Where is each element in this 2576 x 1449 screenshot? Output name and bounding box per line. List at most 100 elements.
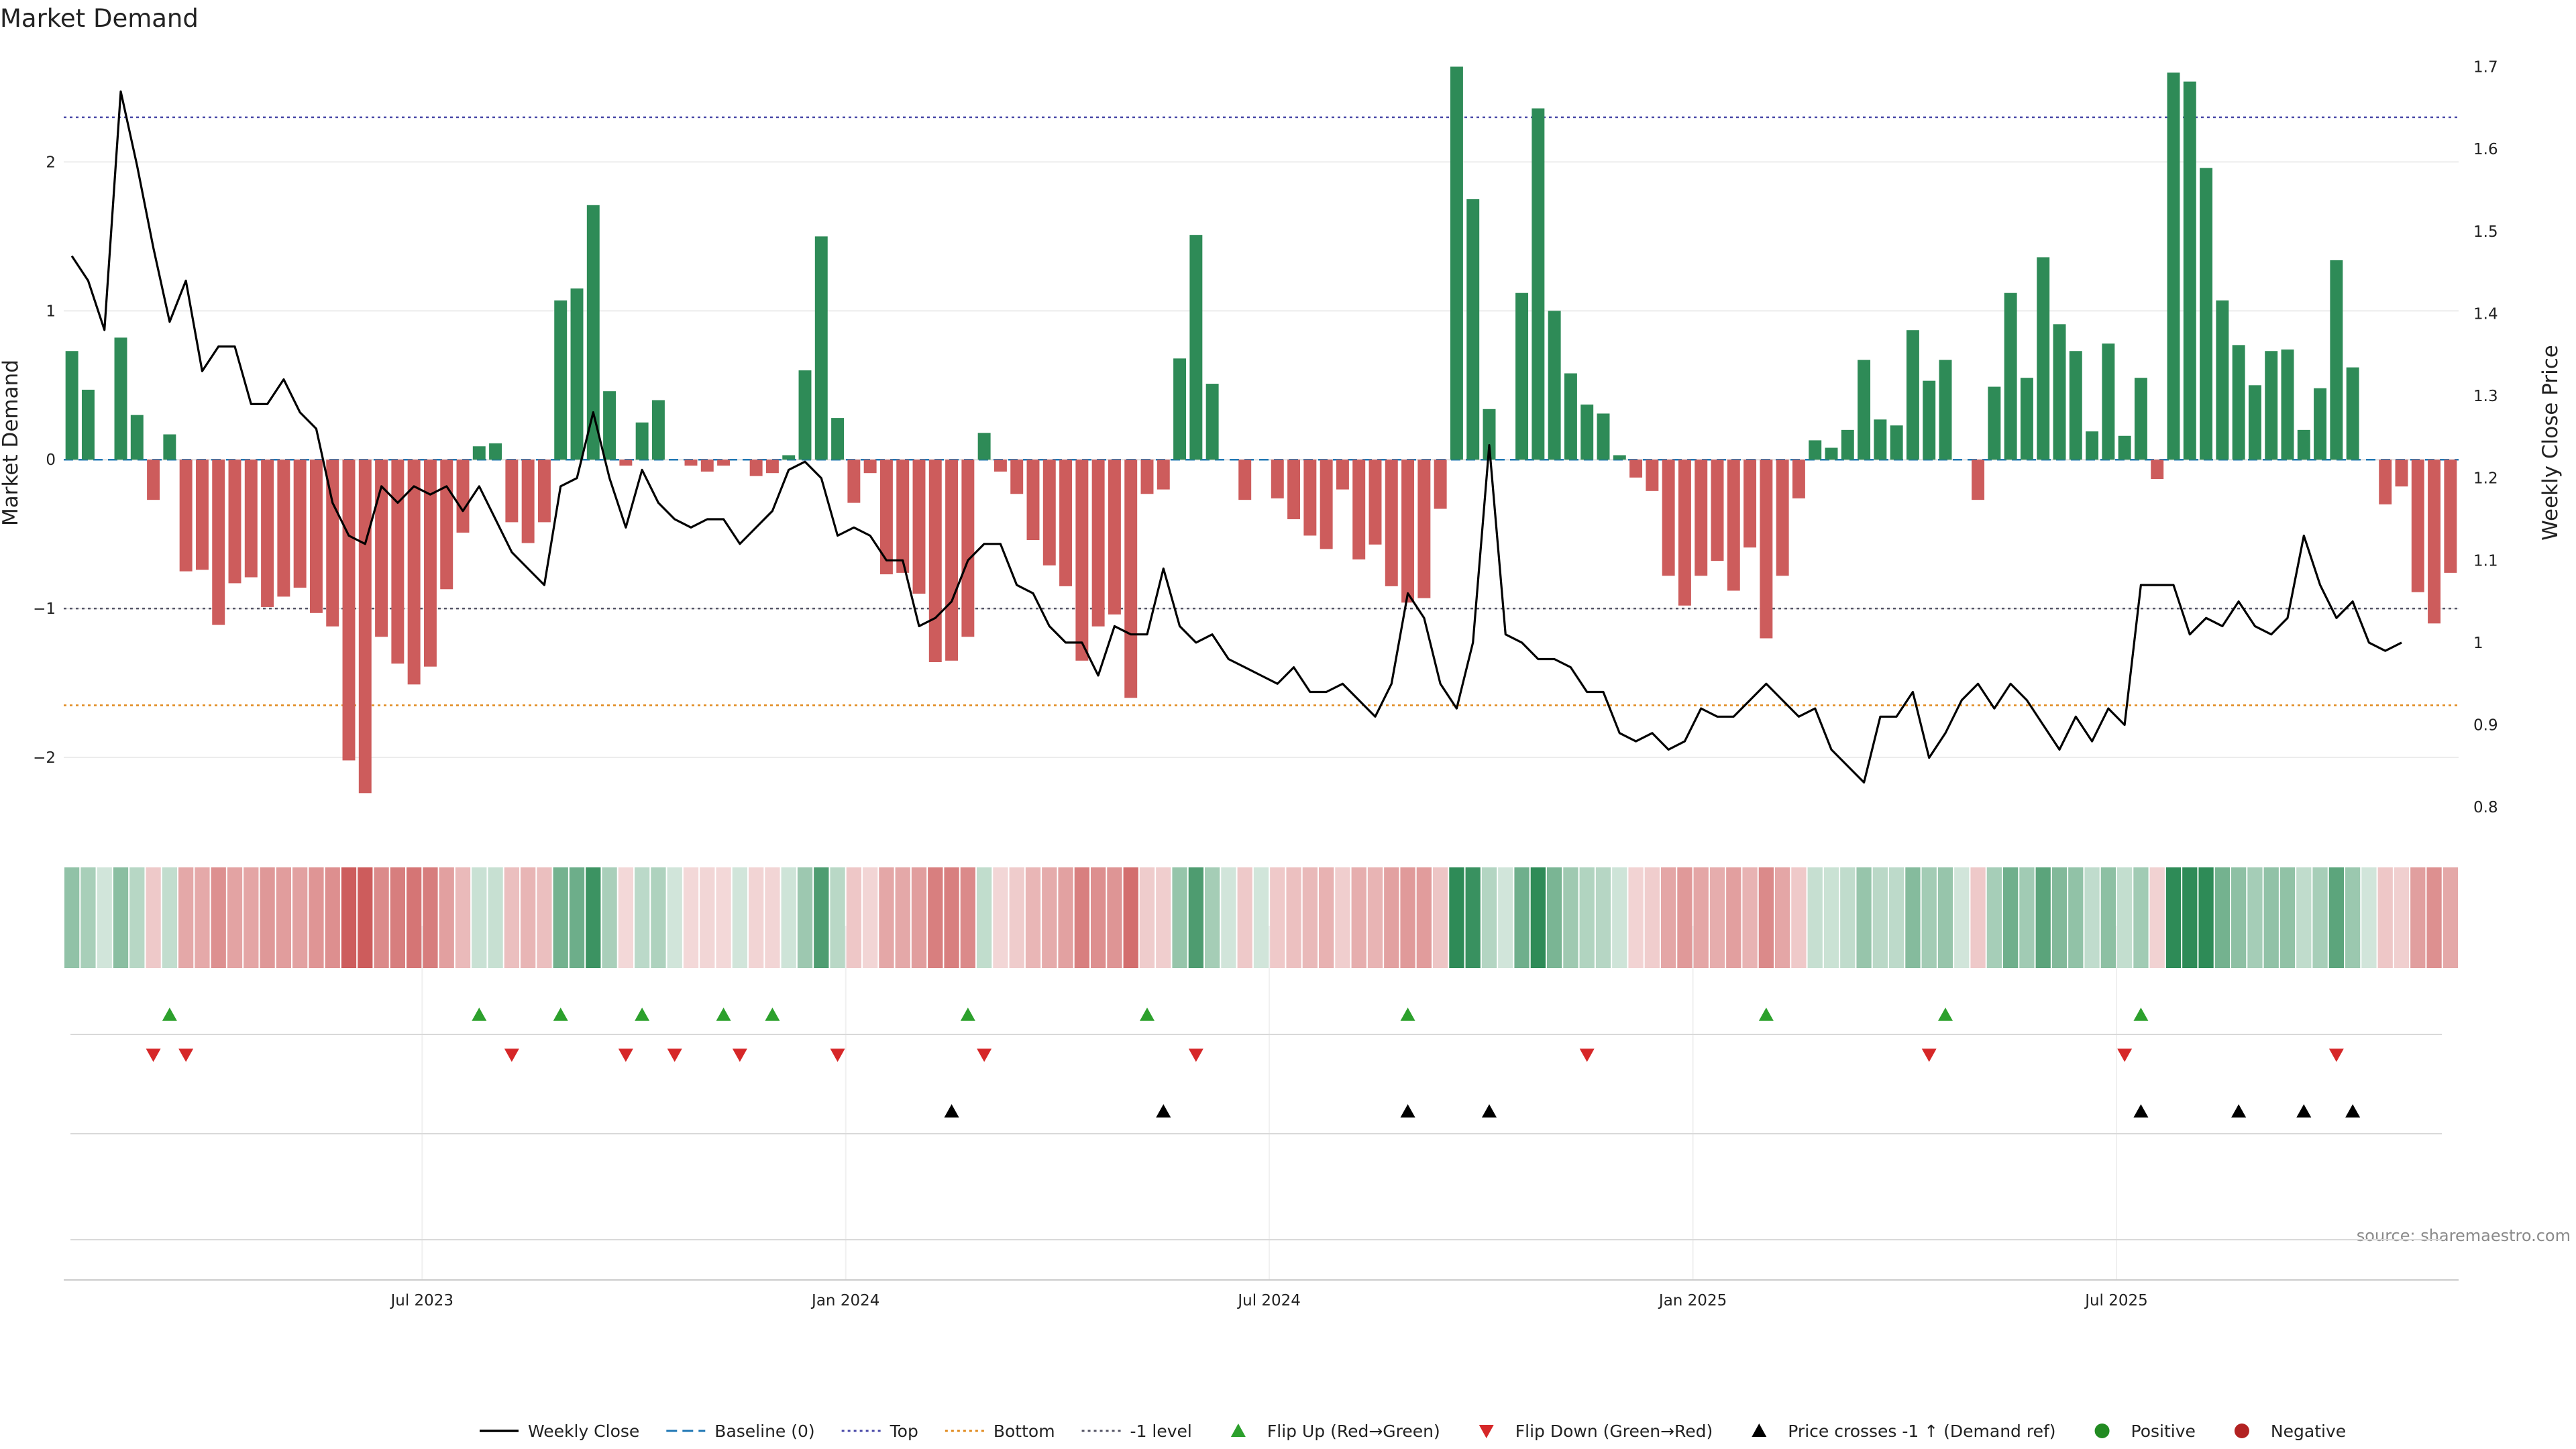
demand-bar [1727, 460, 1740, 591]
demand-bar [1646, 460, 1659, 491]
flip-up-marker [2133, 1008, 2149, 1021]
demand-bar [407, 460, 421, 685]
demand-bar [1466, 199, 1480, 460]
price-cross-marker [944, 1104, 959, 1118]
demand-bar [1580, 405, 1594, 460]
demand-strip-cell [716, 867, 731, 968]
demand-strip-cell [390, 867, 405, 968]
demand-bar [2216, 300, 2229, 460]
demand-strip-cell [1042, 867, 1057, 968]
demand-bar [456, 460, 470, 533]
demand-bar [1972, 460, 1985, 500]
demand-strip-cell [1416, 867, 1432, 968]
demand-strip-cell [879, 867, 894, 968]
price-cross-marker [2133, 1104, 2149, 1118]
source-note: source: sharemaestro.com [2357, 1226, 2571, 1245]
demand-strip-cell [2312, 867, 2328, 968]
demand-bar [1075, 460, 1089, 661]
demand-strip-cell [2426, 867, 2442, 968]
demand-strip-cell [521, 867, 536, 968]
demand-strip-cell [439, 867, 454, 968]
demand-bar [1434, 460, 1447, 509]
demand-bar [489, 443, 502, 460]
price-cross-marker [1400, 1104, 1415, 1118]
demand-bar [1532, 108, 1545, 460]
demand-strip-cell [732, 867, 747, 968]
demand-strip-cell [1726, 867, 1741, 968]
demand-strip-cell [358, 867, 373, 968]
demand-bar [1108, 460, 1121, 615]
demand-bar [814, 236, 828, 460]
demand-bar [1841, 429, 1854, 460]
legend-negative-dot-icon [2234, 1424, 2249, 1438]
flip-up-marker [1758, 1008, 1774, 1021]
demand-strip-cell [1107, 867, 1122, 968]
demand-strip-cell [1514, 867, 1529, 968]
demand-strip-cell [1986, 867, 2002, 968]
demand-strip-cell [1595, 867, 1611, 968]
demand-bar [798, 370, 812, 460]
demand-bar [2020, 378, 2033, 460]
demand-strip-cell [586, 867, 601, 968]
demand-strip-cell [162, 867, 177, 968]
demand-bar [2314, 388, 2327, 460]
demand-strip-cell [1791, 867, 1807, 968]
demand-bar [163, 434, 176, 460]
flip-down-marker [667, 1049, 682, 1062]
demand-strip-cell [1351, 867, 1366, 968]
demand-strip-cell [960, 867, 975, 968]
legend-item-4: -1 level [1081, 1421, 1192, 1441]
demand-strip-cell [781, 867, 796, 968]
flip-up-marker [553, 1008, 568, 1021]
demand-strip-cell [1807, 867, 1823, 968]
flip-up-marker [472, 1008, 487, 1021]
demand-strip-cell [2214, 867, 2230, 968]
demand-strip-cell [1319, 867, 1334, 968]
flip-up-marker [765, 1008, 780, 1021]
demand-strip-cell [1156, 867, 1171, 968]
demand-bar [1010, 460, 1024, 494]
demand-strip-cell [1970, 867, 1986, 968]
demand-strip-cell [2247, 867, 2263, 968]
demand-strip-cell [1856, 867, 1872, 968]
demand-strip-cell [1270, 867, 1285, 968]
demand-strip-cell [2068, 867, 2084, 968]
demand-bar [831, 418, 845, 460]
x-tick-label: Jan 2024 [810, 1292, 879, 1309]
demand-bar [1792, 460, 1805, 498]
demand-strip-cell [2051, 867, 2068, 968]
demand-strip-cell [195, 867, 210, 968]
demand-strip-cell [2377, 867, 2393, 968]
demand-strip-cell [1091, 867, 1106, 968]
demand-bar [1678, 460, 1691, 606]
demand-strip-cell [2084, 867, 2100, 968]
demand-strip-cell [1823, 867, 1839, 968]
demand-strip-cell [472, 867, 487, 968]
demand-bar [896, 460, 910, 573]
demand-strip-cell [1367, 867, 1383, 968]
demand-bar [1776, 460, 1789, 576]
demand-strip-cell [1335, 867, 1350, 968]
demand-strip-cell [2035, 867, 2051, 968]
demand-strip-cell [309, 867, 324, 968]
demand-bar [2086, 431, 2099, 460]
demand-strip-cell [1058, 867, 1073, 968]
demand-strip-cell [2443, 867, 2458, 968]
demand-strip-cell [1628, 867, 1644, 968]
legend-positive-dot-icon [2094, 1424, 2110, 1438]
demand-bar [1042, 460, 1056, 566]
demand-bar [1662, 460, 1675, 576]
demand-bar [1629, 460, 1643, 478]
demand-bar [635, 422, 649, 460]
y2-tick-label: 0.8 [2473, 799, 2498, 816]
demand-strip-cell [2394, 867, 2410, 968]
flip-down-marker [2328, 1049, 2344, 1062]
demand-strip-cell [683, 867, 699, 968]
demand-bar [1613, 455, 1626, 460]
demand-bar [2395, 460, 2408, 487]
y2-tick-label: 0.9 [2473, 717, 2498, 735]
y2-tick-label: 1.3 [2473, 388, 2498, 405]
flip-up-marker [1400, 1008, 1415, 1021]
demand-bar [1939, 360, 1952, 460]
demand-bar [928, 460, 942, 663]
